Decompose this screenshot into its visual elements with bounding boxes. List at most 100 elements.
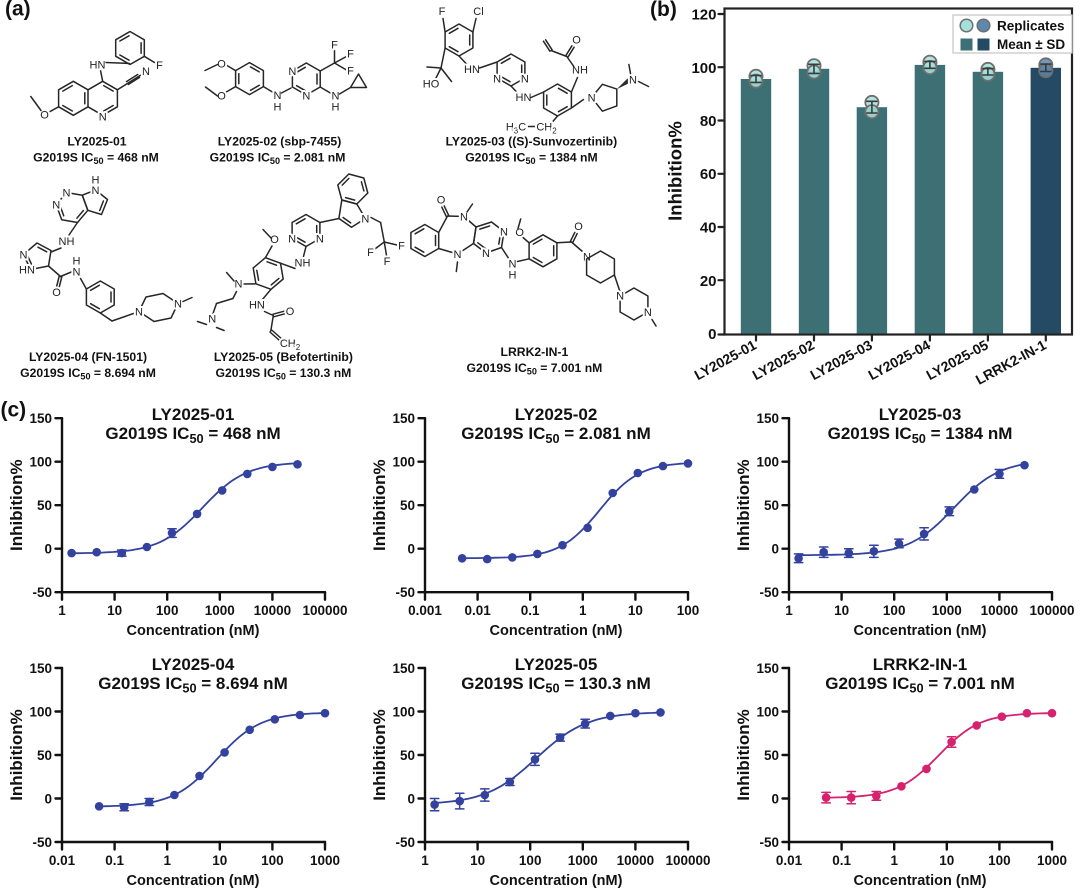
svg-text:-50: -50 [32,835,52,850]
svg-text:LY2025-01: LY2025-01 [152,405,235,424]
svg-text:H: H [509,270,517,282]
svg-text:100: 100 [261,853,284,868]
svg-text:HN: HN [249,300,265,312]
svg-text:N: N [493,74,501,86]
svg-text:HN: HN [464,64,480,76]
svg-text:N: N [288,66,296,78]
svg-text:O: O [574,221,583,233]
svg-text:Concentration (nM): Concentration (nM) [127,873,260,889]
svg-text:G2019S IC50 = 8.694 nM: G2019S IC50 = 8.694 nM [98,674,287,696]
svg-text:1: 1 [785,603,793,618]
svg-text:HN: HN [90,60,106,72]
svg-text:100: 100 [883,603,906,618]
svg-text:1: 1 [890,853,898,868]
svg-text:Concentration (nM): Concentration (nM) [854,873,987,889]
svg-text:N: N [135,307,143,319]
svg-text:100000: 100000 [302,603,347,618]
svg-text:G2019S IC50 = 130.3 nM: G2019S IC50 = 130.3 nM [461,674,650,696]
svg-text:-50: -50 [395,585,415,600]
svg-text:0: 0 [407,542,415,557]
svg-text:0.01: 0.01 [464,603,491,618]
svg-text:N: N [361,214,369,226]
svg-text:LY2025-03 ((S)-Sunvozertinib): LY2025-03 ((S)-Sunvozertinib) [446,135,618,149]
svg-text:G2019S IC50 = 1384 nM: G2019S IC50 = 1384 nM [465,151,597,167]
svg-text:LY2025-02: LY2025-02 [515,405,598,424]
svg-text:N: N [482,248,490,260]
svg-text:F: F [347,66,354,78]
svg-text:LY2025-05: LY2025-05 [515,655,598,674]
svg-text:N: N [92,185,100,197]
svg-text:(a): (a) [5,0,31,21]
svg-text:50: 50 [764,498,779,513]
svg-text:-50: -50 [32,585,52,600]
svg-text:Inhibition%: Inhibition% [734,709,753,801]
svg-text:40: 40 [700,220,717,237]
svg-text:N: N [500,227,508,239]
svg-text:N: N [616,291,624,303]
svg-text:Inhibition%: Inhibition% [734,459,753,551]
svg-text:100: 100 [677,603,700,618]
svg-text:1: 1 [58,603,66,618]
svg-text:100000: 100000 [1029,603,1074,618]
svg-text:1000: 1000 [932,603,962,618]
svg-text:G2019S IC50 = 2.081 nM: G2019S IC50 = 2.081 nM [461,424,650,446]
svg-text:0: 0 [771,792,779,807]
svg-text:HN: HN [19,265,35,277]
svg-text:1000: 1000 [310,853,340,868]
svg-text:0: 0 [708,326,716,343]
svg-text:HN: HN [516,92,532,104]
svg-text:H: H [92,175,100,187]
svg-text:G2019S IC50 = 130.3 nM: G2019S IC50 = 130.3 nM [216,366,352,382]
svg-text:Inhibition%: Inhibition% [370,709,389,801]
svg-text:Inhibition%: Inhibition% [370,459,389,551]
svg-text:100: 100 [756,455,779,470]
svg-text:N: N [588,93,596,105]
svg-text:N: N [99,112,107,124]
svg-text:0.1: 0.1 [832,853,851,868]
svg-text:N: N [509,259,517,271]
svg-text:(b): (b) [650,0,677,21]
svg-text:-50: -50 [759,835,779,850]
svg-text:100: 100 [756,705,779,720]
svg-text:N: N [288,234,296,246]
svg-text:Replicates: Replicates [997,19,1065,34]
svg-text:0.1: 0.1 [521,603,540,618]
svg-text:N: N [302,91,310,103]
svg-text:100: 100 [29,705,52,720]
svg-text:NH: NH [59,236,75,248]
svg-text:H: H [332,102,340,114]
svg-text:H: H [274,102,282,114]
svg-text:Inhibition%: Inhibition% [665,121,686,221]
svg-text:0.1: 0.1 [105,853,124,868]
svg-text:LY2025-02 (sbp-7455): LY2025-02 (sbp-7455) [218,135,342,149]
svg-text:150: 150 [756,411,779,426]
svg-text:LRRK2-IN-1: LRRK2-IN-1 [873,655,967,674]
svg-text:1000: 1000 [205,603,235,618]
svg-text:F: F [398,241,405,253]
svg-text:N: N [332,91,340,103]
svg-text:1: 1 [421,853,429,868]
svg-text:0: 0 [771,542,779,557]
svg-text:10: 10 [628,603,643,618]
svg-text:N: N [73,267,81,279]
svg-text:80: 80 [700,113,717,130]
svg-text:1000: 1000 [568,853,598,868]
svg-text:N: N [235,279,243,291]
svg-text:100: 100 [392,705,415,720]
svg-text:100: 100 [156,603,179,618]
svg-text:Inhibition%: Inhibition% [7,709,26,801]
svg-text:G2019S IC50 = 1384 nM: G2019S IC50 = 1384 nM [828,424,1013,446]
svg-text:0.001: 0.001 [408,603,442,618]
svg-text:Mean ± SD: Mean ± SD [997,37,1065,52]
svg-text:H: H [73,256,81,268]
svg-text:150: 150 [29,661,52,676]
svg-text:10: 10 [939,853,954,868]
svg-text:G2019S IC50 = 468 nM: G2019S IC50 = 468 nM [105,424,280,446]
svg-text:G2019S IC50 = 7.001 nM: G2019S IC50 = 7.001 nM [825,674,1014,696]
svg-text:O: O [572,35,581,47]
svg-text:G2019S IC50 = 7.001 nM: G2019S IC50 = 7.001 nM [467,361,603,377]
svg-text:G2019S IC50 = 8.694 nM: G2019S IC50 = 8.694 nM [20,366,156,382]
svg-text:F: F [439,6,446,18]
svg-text:O: O [286,306,295,318]
svg-text:10000: 10000 [981,603,1019,618]
